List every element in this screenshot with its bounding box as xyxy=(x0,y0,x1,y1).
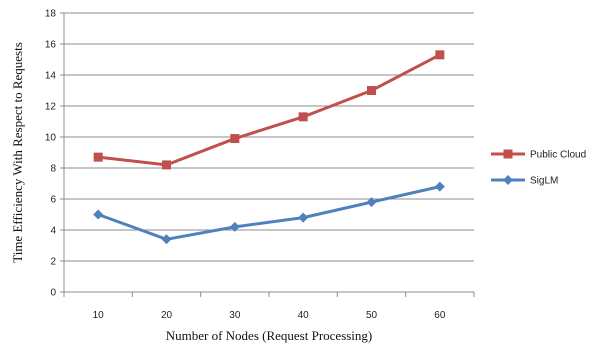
x-tick-labels: 10 20 30 40 50 60 xyxy=(93,310,446,321)
x-tick-label: 30 xyxy=(229,310,241,321)
data-point-public-cloud xyxy=(230,134,240,144)
data-point-siglm xyxy=(434,181,445,192)
data-point-public-cloud xyxy=(93,152,103,162)
data-point-siglm xyxy=(229,221,240,232)
data-point-public-cloud xyxy=(298,112,308,122)
data-point-siglm xyxy=(298,212,309,223)
legend-item-siglm: SigLM xyxy=(491,175,558,187)
legend: Public Cloud SigLM xyxy=(491,149,586,187)
axes xyxy=(60,12,475,297)
legend-label: Public Cloud xyxy=(530,150,586,161)
legend-marker xyxy=(503,175,513,185)
y-tick-label: 14 xyxy=(45,71,57,82)
gridlines xyxy=(64,12,474,262)
legend-label: SigLM xyxy=(530,176,558,187)
y-tick-label: 0 xyxy=(50,288,56,299)
data-point-siglm xyxy=(366,197,377,208)
legend-item-public-cloud: Public Cloud xyxy=(491,149,586,161)
y-tick-label: 6 xyxy=(50,195,56,206)
data-point-public-cloud xyxy=(435,50,445,60)
data-point-public-cloud xyxy=(367,86,376,95)
series-group xyxy=(93,50,445,245)
x-tick-label: 50 xyxy=(366,310,378,321)
x-tick-label: 40 xyxy=(298,310,310,321)
y-tick-label: 2 xyxy=(50,257,56,268)
data-point-public-cloud xyxy=(162,160,171,170)
y-tick-label: 4 xyxy=(50,226,56,237)
x-tick-label: 20 xyxy=(161,310,173,321)
y-tick-label: 18 xyxy=(45,9,57,20)
y-tick-labels: 0 2 4 6 8 10 12 14 16 18 xyxy=(45,9,57,299)
series-line-siglm xyxy=(97,185,441,241)
series-line-public-cloud xyxy=(97,53,441,167)
data-point-siglm xyxy=(93,209,104,220)
x-axis-label: Number of Nodes (Request Processing) xyxy=(166,328,373,343)
y-axis-label: Time Efficiency With Respect to Requests xyxy=(10,42,25,263)
y-tick-label: 8 xyxy=(50,164,56,175)
x-tick-label: 10 xyxy=(93,310,105,321)
y-tick-label: 16 xyxy=(45,40,57,51)
y-tick-label: 12 xyxy=(45,102,57,113)
series-public-cloud xyxy=(93,50,445,170)
y-tick-label: 10 xyxy=(45,133,57,144)
data-point-siglm xyxy=(161,234,172,245)
legend-marker xyxy=(503,149,513,159)
series-siglm xyxy=(93,181,445,245)
x-tick-label: 60 xyxy=(434,310,446,321)
